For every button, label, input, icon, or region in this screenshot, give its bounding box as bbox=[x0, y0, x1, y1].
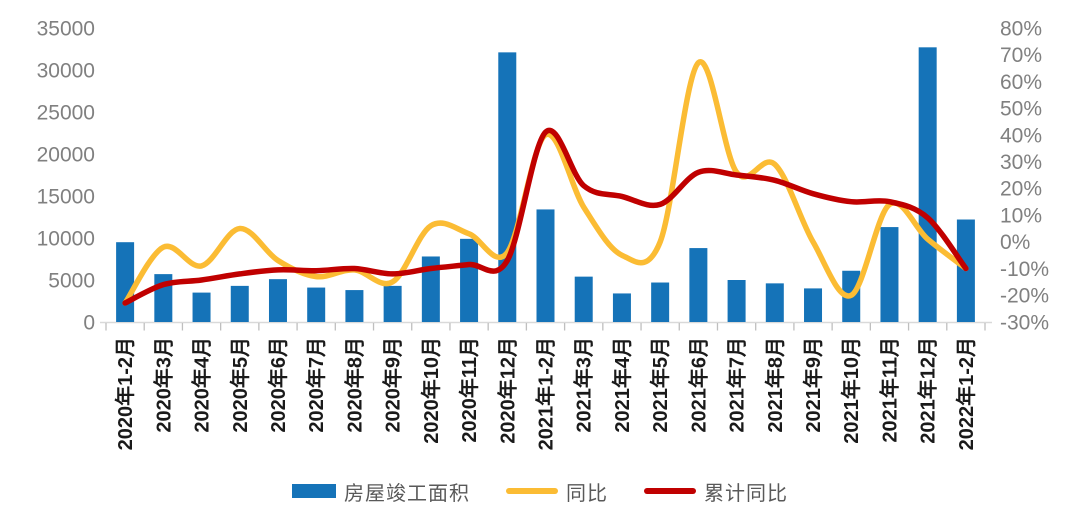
bar-2020年1-2月 bbox=[116, 242, 135, 322]
x-label-2021年3月: 2021年3月 bbox=[572, 337, 596, 433]
right-axis-tick-label: 0% bbox=[1000, 231, 1030, 254]
x-label-2021年7月: 2021年7月 bbox=[725, 337, 749, 433]
bar-2020年12月 bbox=[498, 52, 517, 323]
left-axis-tick-label: 10000 bbox=[37, 227, 95, 250]
legend-bar-swatch bbox=[292, 484, 336, 498]
x-label-2020年9月: 2020年9月 bbox=[381, 337, 405, 433]
bar-2020年6月 bbox=[268, 279, 287, 322]
bar-2021年8月 bbox=[765, 283, 784, 322]
x-label-2021年11月: 2021年11月 bbox=[877, 337, 901, 443]
right-axis-tick-label: -20% bbox=[1000, 285, 1049, 308]
x-label-2022年1-2月: 2022年1-2月 bbox=[954, 337, 978, 450]
legend-line-swatch bbox=[506, 488, 558, 494]
left-axis-tick-label: 25000 bbox=[37, 101, 95, 124]
x-label-2020年12月: 2020年12月 bbox=[495, 337, 519, 444]
x-label-2020年7月: 2020年7月 bbox=[304, 337, 328, 433]
legend-item-yoy: 同比 bbox=[506, 477, 608, 506]
x-label-2021年12月: 2021年12月 bbox=[916, 337, 940, 444]
chart-legend: 房屋竣工面积 同比 累计同比 bbox=[0, 474, 1080, 508]
x-label-2020年1-2月: 2020年1-2月 bbox=[113, 337, 137, 450]
x-label-2021年1-2月: 2021年1-2月 bbox=[534, 337, 558, 450]
right-axis-tick-label: -30% bbox=[1000, 311, 1049, 334]
bar-2020年10月 bbox=[421, 256, 440, 322]
bar-2021年12月 bbox=[918, 47, 937, 322]
legend-item-completion-area: 房屋竣工面积 bbox=[292, 477, 470, 506]
x-label-2021年4月: 2021年4月 bbox=[610, 337, 634, 433]
left-axis-tick-label: 30000 bbox=[37, 59, 95, 82]
right-axis-tick-label: 50% bbox=[1000, 98, 1042, 121]
right-axis-tick-label: 30% bbox=[1000, 151, 1042, 174]
x-label-2021年10月: 2021年10月 bbox=[839, 337, 863, 444]
right-axis-tick-label: 80% bbox=[1000, 17, 1042, 40]
bar-2021年6月 bbox=[689, 248, 708, 322]
x-label-2020年5月: 2020年5月 bbox=[228, 337, 252, 433]
bar-2020年11月 bbox=[460, 238, 479, 322]
axis-labels: 35000 30000 25000 20000 15000 10000 5000 0 80% 70… bbox=[37, 17, 1049, 334]
x-label-2020年3月: 2020年3月 bbox=[151, 337, 175, 433]
bar-2021年9月 bbox=[804, 288, 823, 322]
bar-series-completion-area bbox=[116, 47, 975, 323]
x-label-2020年6月: 2020年6月 bbox=[266, 337, 290, 433]
bar-2020年7月 bbox=[307, 287, 326, 322]
left-axis-tick-label: 5000 bbox=[48, 269, 95, 292]
bar-2020年5月 bbox=[230, 285, 249, 322]
chart-area: 35000 30000 25000 20000 15000 10000 5000 0 80% 70… bbox=[37, 17, 1049, 450]
right-axis-tick-label: 10% bbox=[1000, 204, 1042, 227]
right-axis-tick-label: 70% bbox=[1000, 44, 1042, 67]
legend-label: 房屋竣工面积 bbox=[344, 482, 470, 505]
x-label-2021年9月: 2021年9月 bbox=[801, 337, 825, 433]
x-label-2020年4月: 2020年4月 bbox=[190, 337, 214, 433]
x-axis-ticks bbox=[105, 323, 986, 331]
bar-2021年11月 bbox=[880, 227, 899, 322]
bar-2020年8月 bbox=[345, 290, 364, 322]
legend-line-swatch bbox=[644, 488, 696, 494]
bar-2020年9月 bbox=[383, 285, 402, 322]
right-axis-tick-label: 40% bbox=[1000, 124, 1042, 147]
x-label-2020年8月: 2020年8月 bbox=[342, 337, 366, 433]
right-axis-tick-label: 20% bbox=[1000, 178, 1042, 201]
x-label-2020年10月: 2020年10月 bbox=[419, 337, 443, 444]
x-label-2021年8月: 2021年8月 bbox=[763, 337, 787, 433]
legend-label: 同比 bbox=[566, 482, 608, 505]
bar-2021年4月 bbox=[612, 293, 631, 322]
legend-item-cumulative-yoy: 累计同比 bbox=[644, 477, 788, 506]
chart-svg: 35000 30000 25000 20000 15000 10000 5000 0 80% 70… bbox=[37, 17, 1049, 450]
x-label-2020年11月: 2020年11月 bbox=[457, 337, 481, 443]
left-axis-tick-label: 20000 bbox=[37, 143, 95, 166]
right-axis-tick-label: 60% bbox=[1000, 71, 1042, 94]
bar-2020年4月 bbox=[192, 292, 211, 322]
legend-label: 累计同比 bbox=[704, 482, 788, 505]
bar-2021年3月 bbox=[574, 276, 593, 322]
bar-2021年5月 bbox=[651, 282, 670, 322]
left-axis-tick-label: 35000 bbox=[37, 17, 95, 40]
x-label-2021年6月: 2021年6月 bbox=[686, 337, 710, 433]
x-label-2021年5月: 2021年5月 bbox=[648, 337, 672, 433]
x-axis-category-labels: 2020年1-2月 2020年3月 2020年4月 2020年5月 2020年6月 202… bbox=[113, 337, 978, 450]
left-axis-tick-label: 15000 bbox=[37, 185, 95, 208]
bar-2021年1-2月 bbox=[536, 209, 555, 322]
cumulative-yoy-line bbox=[122, 127, 969, 306]
left-axis-tick-label: 0 bbox=[83, 311, 95, 334]
bar-2021年7月 bbox=[727, 280, 746, 322]
yoy-line bbox=[122, 59, 969, 306]
right-axis-tick-label: -10% bbox=[1000, 258, 1049, 281]
